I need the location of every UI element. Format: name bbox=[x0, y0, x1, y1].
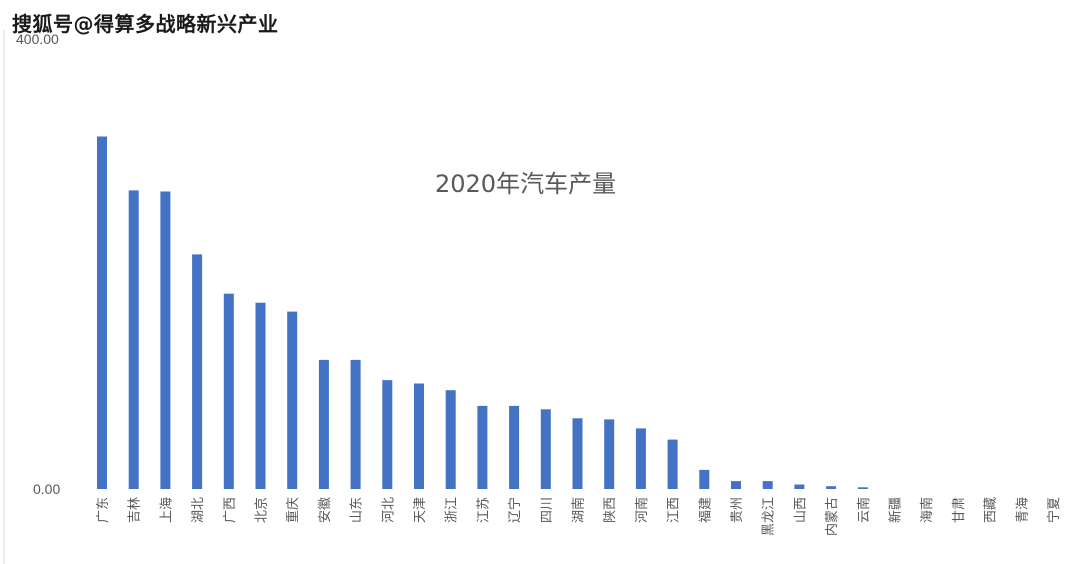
x-tick-label: 广西 bbox=[223, 497, 238, 523]
x-tick-label: 西藏 bbox=[984, 497, 999, 523]
x-tick-label: 重庆 bbox=[285, 497, 301, 523]
x-tick-label: 河北 bbox=[381, 497, 396, 523]
bar-湖北 bbox=[192, 254, 203, 489]
x-tick-label: 湖北 bbox=[191, 497, 206, 523]
bar-天津 bbox=[414, 383, 424, 489]
x-tick-label: 浙江 bbox=[445, 497, 460, 523]
x-tick-label: 天津 bbox=[413, 497, 428, 523]
x-tick-label: 新疆 bbox=[888, 497, 904, 523]
bar-浙江 bbox=[445, 390, 456, 489]
x-tick-label: 吉林 bbox=[128, 497, 143, 523]
bar-湖南 bbox=[572, 418, 583, 489]
bar-四川 bbox=[540, 409, 551, 489]
x-tick-label: 河南 bbox=[634, 497, 650, 523]
bar-上海 bbox=[160, 191, 171, 489]
bar-江苏 bbox=[477, 405, 488, 489]
bar-吉林 bbox=[128, 190, 139, 489]
x-tick-label: 四川 bbox=[540, 497, 555, 523]
x-tick-label: 山东 bbox=[350, 497, 365, 523]
x-tick-label: 贵州 bbox=[730, 497, 745, 523]
x-tick-label: 广东 bbox=[96, 497, 111, 523]
x-tick-label: 江西 bbox=[667, 497, 682, 523]
bar-福建 bbox=[699, 469, 710, 489]
y-tick-max: 400.00 bbox=[16, 31, 59, 47]
y-tick-min: 0.00 bbox=[33, 481, 60, 497]
bar-陕西 bbox=[604, 419, 615, 489]
x-tick-label: 江苏 bbox=[475, 497, 491, 523]
bar-黑龙江 bbox=[762, 481, 773, 489]
x-tick-label: 安徽 bbox=[318, 497, 333, 523]
chart-title: 2020年汽车产量 bbox=[435, 170, 616, 198]
x-tick-label: 云南 bbox=[856, 497, 872, 523]
bar-贵州 bbox=[731, 481, 741, 489]
x-tick-label: 甘肃 bbox=[952, 497, 967, 523]
x-tick-label: 北京 bbox=[255, 497, 270, 523]
x-tick-label: 青海 bbox=[1015, 497, 1030, 523]
bar-内蒙古 bbox=[826, 486, 837, 489]
x-tick-label: 内蒙古 bbox=[824, 497, 840, 536]
bar-重庆 bbox=[287, 311, 298, 489]
bar-辽宁 bbox=[509, 405, 520, 489]
x-tick-label: 海南 bbox=[919, 497, 935, 523]
x-tick-label: 湖南 bbox=[571, 497, 587, 523]
x-tick-labels: 广东 吉林 上海 湖北 广西 北京 重庆 安徽 山东 河北 天津 浙江 江苏 辽宁 四川 湖南 陕西 河南 江西 福建… bbox=[96, 497, 1062, 536]
x-tick-label: 福建 bbox=[698, 497, 713, 523]
x-tick-label: 辽宁 bbox=[507, 497, 523, 523]
bar-广东 bbox=[97, 136, 107, 489]
watermark: 搜狐号@得算多战略新兴产业 bbox=[12, 12, 279, 36]
x-tick-label: 陕西 bbox=[603, 497, 618, 523]
bar-山东 bbox=[350, 359, 361, 489]
bar-河南 bbox=[635, 428, 646, 489]
bar-北京 bbox=[255, 302, 266, 489]
x-tick-label: 上海 bbox=[159, 497, 174, 523]
x-tick-label: 山西 bbox=[793, 497, 808, 523]
bar-河北 bbox=[382, 380, 393, 489]
bar-江西 bbox=[667, 439, 678, 489]
bars-group bbox=[97, 136, 868, 489]
bar-云南 bbox=[857, 487, 868, 489]
bar-安徽 bbox=[318, 359, 329, 489]
x-tick-label: 黑龙江 bbox=[762, 497, 777, 536]
bar-山西 bbox=[794, 484, 805, 489]
bar-广西 bbox=[223, 293, 234, 489]
x-tick-label: 宁夏 bbox=[1046, 497, 1062, 523]
